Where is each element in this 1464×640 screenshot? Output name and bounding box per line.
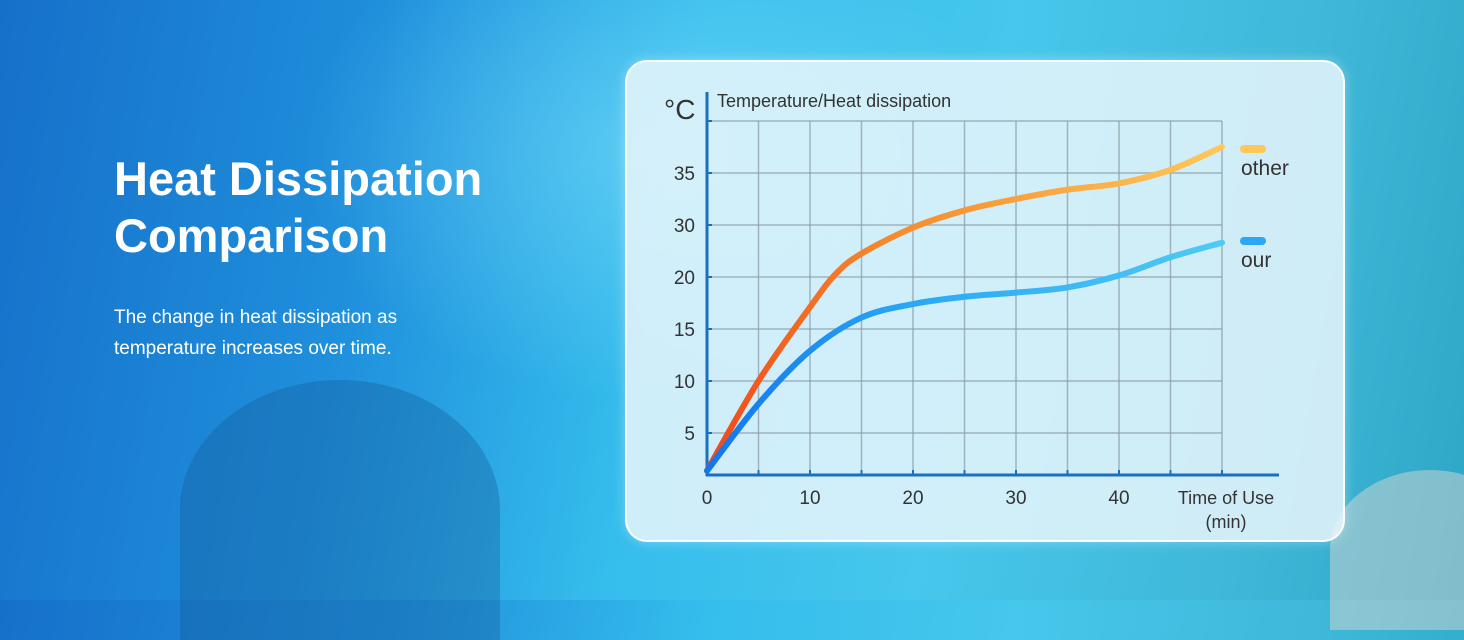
x-tick-label: 0 [702,488,713,509]
headline: Heat Dissipation Comparison [114,150,482,264]
grid [707,120,1223,475]
y-tick-label: 10 [674,372,695,393]
y-tick-label: 15 [674,320,695,341]
subtitle-line-2: temperature increases over time. [114,338,392,359]
series-line-other [704,144,1225,474]
legend-label-our: our [1241,249,1271,272]
series-line-our [704,239,1225,474]
x-tick-label: 20 [902,488,923,509]
legend-swatch-other [1240,145,1266,153]
series-group [704,144,1225,474]
y-tick-label: 35 [674,164,695,185]
x-tick-label: 10 [799,488,820,509]
headline-line-2: Comparison [114,209,389,262]
chart-card [625,60,1345,542]
legend-swatch-our [1240,237,1266,245]
legend: other our [1240,145,1289,272]
y-tick-label: 30 [674,216,695,237]
legend-label-other: other [1241,157,1289,180]
x-tick-labels: 0 10 20 30 40 [702,488,1130,509]
axes [705,92,1279,477]
coral-reef-left [180,380,500,640]
chart-title: Temperature/Heat dissipation [717,91,951,111]
x-axis-label-line-1: Time of Use [1178,488,1274,508]
y-tick-label: 20 [674,268,695,289]
y-tick-labels: 5 10 15 20 30 35 [674,164,695,445]
y-tick-label: 5 [684,424,695,445]
x-tick-label: 30 [1005,488,1026,509]
subtitle: The change in heat dissipation as temper… [114,302,397,364]
x-tick-label: 40 [1108,488,1129,509]
chart: °C Temperature/Heat dissipation Time of … [664,91,1289,532]
y-axis-unit: °C [664,94,695,125]
x-axis-label-line-2: (min) [1206,512,1247,532]
subtitle-line-1: The change in heat dissipation as [114,307,398,328]
headline-line-1: Heat Dissipation [114,152,483,205]
